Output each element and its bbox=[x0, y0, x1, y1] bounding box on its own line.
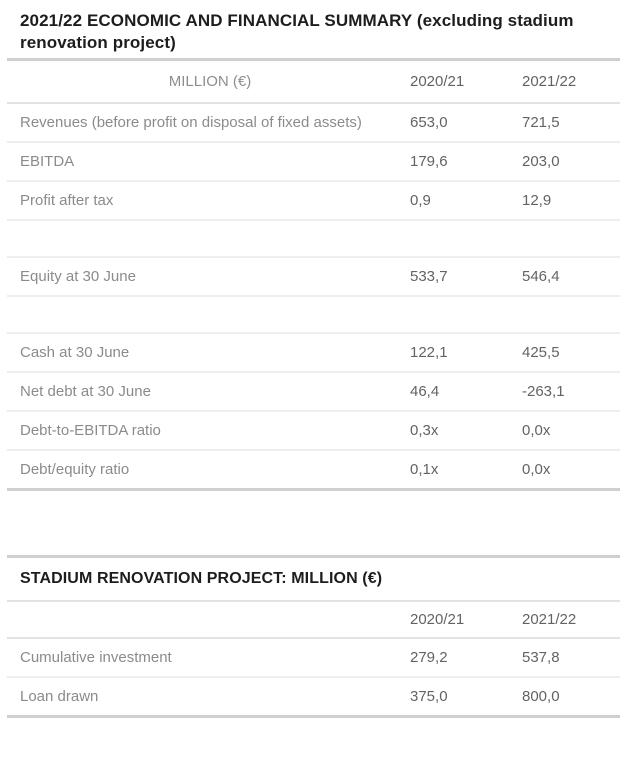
table-row-debt-to-ebitda: Debt-to-EBITDA ratio 0,3x 0,0x bbox=[7, 412, 620, 451]
row-value-2020-21: 375,0 bbox=[410, 688, 448, 705]
row-label: Debt-to-EBITDA ratio bbox=[20, 422, 161, 439]
row-value-2021-22: 203,0 bbox=[522, 153, 560, 170]
summary-col-header-million-eur: MILLION (€) bbox=[168, 73, 252, 90]
stadium-table: STADIUM RENOVATION PROJECT: MILLION (€) … bbox=[7, 555, 620, 718]
table-row-ebitda: EBITDA 179,6 203,0 bbox=[7, 143, 620, 182]
row-label: Cumulative investment bbox=[20, 649, 172, 666]
row-value-2021-22: -263,1 bbox=[522, 383, 565, 400]
summary-header-row: MILLION (€) 2020/21 2021/22 bbox=[7, 61, 620, 104]
row-label: Loan drawn bbox=[20, 688, 99, 705]
row-label: Equity at 30 June bbox=[20, 268, 136, 285]
stadium-section-title: STADIUM RENOVATION PROJECT: MILLION (€) bbox=[20, 570, 383, 587]
row-value-2021-22: 721,5 bbox=[522, 114, 560, 131]
row-value-2021-22: 546,4 bbox=[522, 268, 560, 285]
row-label: EBITDA bbox=[20, 153, 75, 170]
stadium-table-title-row: STADIUM RENOVATION PROJECT: MILLION (€) bbox=[7, 558, 620, 602]
row-value-2020-21: 46,4 bbox=[410, 383, 440, 400]
row-label: Debt/equity ratio bbox=[20, 461, 130, 478]
row-value-2021-22: 800,0 bbox=[522, 688, 560, 705]
report-page: 2021/22 ECONOMIC AND FINANCIAL SUMMARY (… bbox=[0, 10, 640, 718]
row-value-2020-21: 0,9 bbox=[410, 192, 431, 209]
table-row-cumulative-investment: Cumulative investment 279,2 537,8 bbox=[7, 639, 620, 678]
stadium-header-row: 2020/21 2021/22 bbox=[7, 602, 620, 639]
row-value-2020-21: 122,1 bbox=[410, 344, 448, 361]
row-value-2020-21: 0,1x bbox=[410, 461, 439, 478]
table-row-net-debt: Net debt at 30 June 46,4 -263,1 bbox=[7, 373, 620, 412]
row-label: Revenues (before profit on disposal of f… bbox=[20, 114, 362, 131]
row-label: Profit after tax bbox=[20, 192, 114, 209]
stadium-col-header-2020-21: 2020/21 bbox=[410, 611, 465, 628]
row-value-2020-21: 533,7 bbox=[410, 268, 448, 285]
row-value-2021-22: 537,8 bbox=[522, 649, 560, 666]
row-value-2020-21: 179,6 bbox=[410, 153, 448, 170]
row-value-2021-22: 12,9 bbox=[522, 192, 552, 209]
table-row-profit-after-tax: Profit after tax 0,9 12,9 bbox=[7, 182, 620, 221]
table-row-equity: Equity at 30 June 533,7 546,4 bbox=[7, 258, 620, 297]
row-value-2021-22: 0,0x bbox=[522, 461, 551, 478]
table-row-loan-drawn: Loan drawn 375,0 800,0 bbox=[7, 678, 620, 715]
row-value-2021-22: 0,0x bbox=[522, 422, 551, 439]
row-value-2020-21: 0,3x bbox=[410, 422, 439, 439]
table-row-revenues: Revenues (before profit on disposal of f… bbox=[7, 104, 620, 143]
stadium-col-header-2021-22: 2021/22 bbox=[522, 611, 577, 628]
summary-table: MILLION (€) 2020/21 2021/22 Revenues (be… bbox=[7, 58, 620, 491]
row-value-2021-22: 425,5 bbox=[522, 344, 560, 361]
row-label: Net debt at 30 June bbox=[20, 383, 151, 400]
table-row-spacer bbox=[7, 221, 620, 258]
table-row-debt-equity: Debt/equity ratio 0,1x 0,0x bbox=[7, 451, 620, 488]
table-row-cash: Cash at 30 June 122,1 425,5 bbox=[7, 334, 620, 373]
row-label: Cash at 30 June bbox=[20, 344, 130, 361]
row-value-2020-21: 279,2 bbox=[410, 649, 448, 666]
page-title: 2021/22 ECONOMIC AND FINANCIAL SUMMARY (… bbox=[20, 11, 574, 52]
row-value-2020-21: 653,0 bbox=[410, 114, 448, 131]
summary-col-header-2020-21: 2020/21 bbox=[410, 73, 465, 90]
table-row-spacer bbox=[7, 297, 620, 334]
summary-col-header-2021-22: 2021/22 bbox=[522, 73, 577, 90]
